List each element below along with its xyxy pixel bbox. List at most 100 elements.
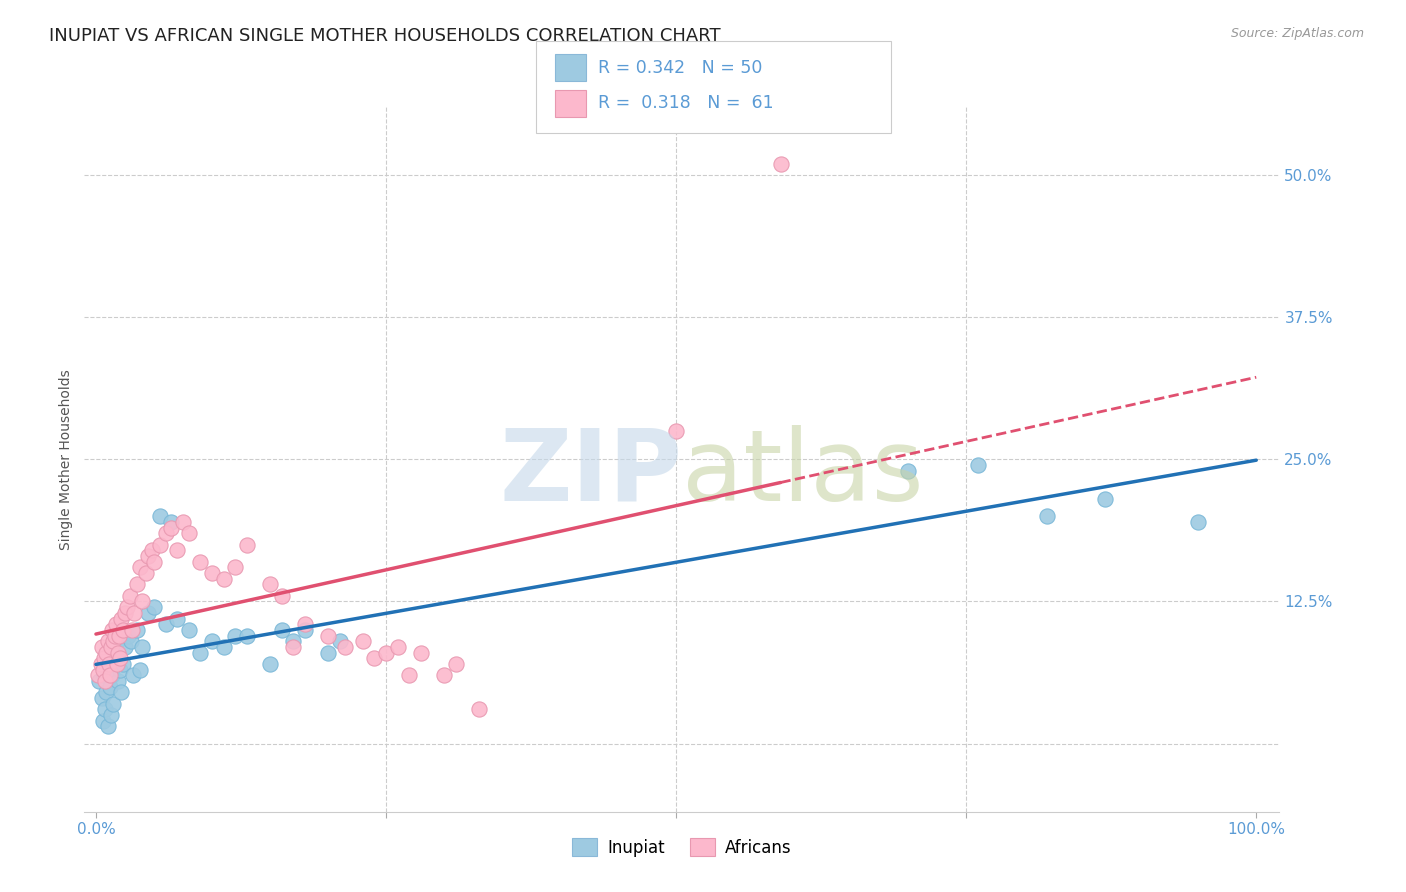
Africans bbox=[111, 623, 134, 637]
Inupiat bbox=[110, 685, 132, 699]
Inupiat bbox=[897, 464, 920, 478]
Africans bbox=[335, 640, 357, 654]
Inupiat bbox=[212, 640, 235, 654]
Y-axis label: Single Mother Households: Single Mother Households bbox=[59, 369, 73, 549]
Text: atlas: atlas bbox=[682, 425, 924, 522]
Africans bbox=[91, 663, 114, 677]
Text: INUPIAT VS AFRICAN SINGLE MOTHER HOUSEHOLDS CORRELATION CHART: INUPIAT VS AFRICAN SINGLE MOTHER HOUSEHO… bbox=[49, 27, 721, 45]
Inupiat bbox=[190, 646, 212, 660]
Inupiat bbox=[111, 657, 134, 671]
Africans bbox=[283, 640, 305, 654]
Africans bbox=[143, 555, 166, 569]
Inupiat bbox=[1187, 515, 1209, 529]
Inupiat bbox=[143, 600, 166, 615]
Africans bbox=[87, 668, 110, 682]
Africans bbox=[93, 651, 115, 665]
Inupiat bbox=[966, 458, 988, 472]
Africans bbox=[97, 657, 120, 671]
Africans bbox=[270, 589, 292, 603]
Inupiat bbox=[114, 640, 136, 654]
Africans bbox=[769, 157, 792, 171]
Inupiat bbox=[94, 702, 117, 716]
Africans bbox=[98, 668, 121, 682]
Africans bbox=[114, 606, 136, 620]
Africans bbox=[177, 526, 200, 541]
Inupiat bbox=[1036, 509, 1059, 524]
Africans bbox=[104, 617, 127, 632]
Inupiat bbox=[122, 668, 145, 682]
Africans bbox=[665, 424, 688, 438]
Africans bbox=[352, 634, 374, 648]
Inupiat bbox=[107, 673, 129, 688]
Africans bbox=[166, 543, 188, 558]
Africans bbox=[294, 617, 316, 632]
Inupiat bbox=[149, 509, 172, 524]
Inupiat bbox=[103, 651, 125, 665]
Africans bbox=[117, 600, 139, 615]
Inupiat bbox=[98, 680, 121, 694]
Inupiat bbox=[131, 640, 153, 654]
Africans bbox=[110, 611, 132, 625]
Inupiat bbox=[93, 668, 115, 682]
Africans bbox=[201, 566, 224, 580]
Inupiat bbox=[129, 663, 152, 677]
Africans bbox=[375, 646, 398, 660]
Africans bbox=[118, 589, 141, 603]
Inupiat bbox=[224, 629, 246, 643]
Africans bbox=[444, 657, 467, 671]
Inupiat bbox=[259, 657, 281, 671]
Africans bbox=[409, 646, 432, 660]
Africans bbox=[90, 657, 112, 671]
Africans bbox=[103, 629, 125, 643]
Africans bbox=[387, 640, 409, 654]
Inupiat bbox=[316, 646, 339, 660]
Inupiat bbox=[1094, 492, 1116, 507]
Inupiat bbox=[120, 634, 142, 648]
Africans bbox=[141, 543, 163, 558]
Inupiat bbox=[270, 623, 292, 637]
Inupiat bbox=[117, 629, 139, 643]
Africans bbox=[236, 538, 259, 552]
Inupiat bbox=[96, 685, 118, 699]
Africans bbox=[398, 668, 420, 682]
Text: ZIP: ZIP bbox=[499, 425, 682, 522]
Africans bbox=[129, 560, 152, 574]
Inupiat bbox=[155, 617, 177, 632]
Africans bbox=[136, 549, 159, 563]
Africans bbox=[224, 560, 246, 574]
Inupiat bbox=[160, 515, 183, 529]
Inupiat bbox=[294, 623, 316, 637]
Inupiat bbox=[177, 623, 200, 637]
Africans bbox=[363, 651, 385, 665]
Africans bbox=[155, 526, 177, 541]
Africans bbox=[122, 606, 145, 620]
Africans bbox=[131, 594, 153, 608]
Africans bbox=[212, 572, 235, 586]
Africans bbox=[172, 515, 194, 529]
Africans bbox=[100, 640, 122, 654]
Africans bbox=[107, 646, 129, 660]
Africans bbox=[190, 555, 212, 569]
Inupiat bbox=[236, 629, 259, 643]
Africans bbox=[96, 646, 118, 660]
Inupiat bbox=[91, 714, 114, 728]
Inupiat bbox=[97, 657, 120, 671]
Africans bbox=[433, 668, 456, 682]
Inupiat bbox=[90, 691, 112, 706]
Inupiat bbox=[97, 719, 120, 733]
Legend: Inupiat, Africans: Inupiat, Africans bbox=[565, 831, 799, 863]
Inupiat bbox=[104, 646, 127, 660]
Inupiat bbox=[125, 623, 148, 637]
Inupiat bbox=[166, 611, 188, 625]
Africans bbox=[468, 702, 491, 716]
Africans bbox=[97, 634, 120, 648]
Inupiat bbox=[110, 663, 132, 677]
Africans bbox=[101, 623, 124, 637]
Inupiat bbox=[329, 634, 352, 648]
Text: R = 0.342   N = 50: R = 0.342 N = 50 bbox=[598, 59, 762, 77]
Inupiat bbox=[103, 697, 125, 711]
Africans bbox=[149, 538, 172, 552]
Inupiat bbox=[283, 634, 305, 648]
Text: Source: ZipAtlas.com: Source: ZipAtlas.com bbox=[1230, 27, 1364, 40]
Africans bbox=[125, 577, 148, 591]
